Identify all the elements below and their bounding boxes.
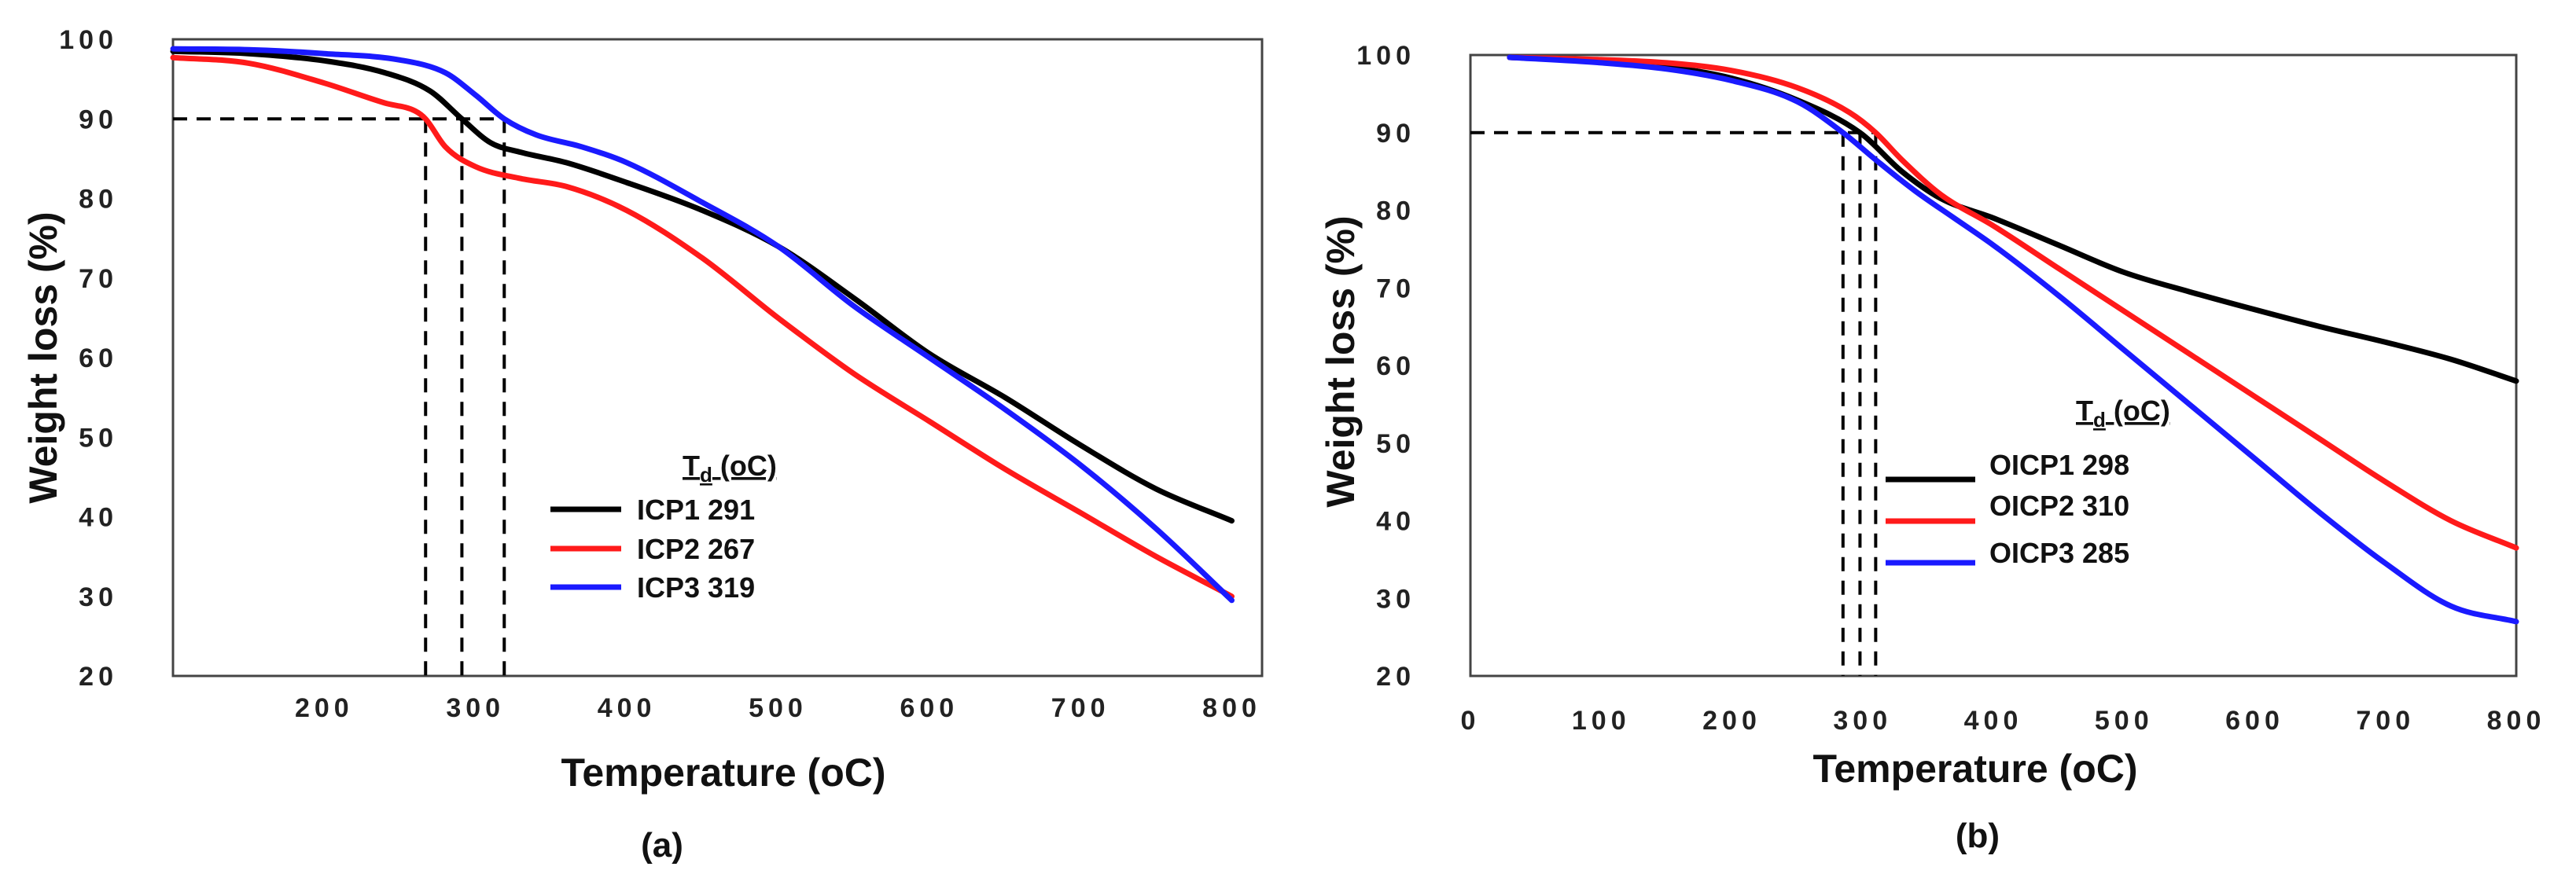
x-tick-label: 500 <box>2095 706 2154 736</box>
chart-panel-b: 20 30 40 50 60 70 80 90 100 0 100 200 300 400 500 600 7… <box>1319 41 2546 855</box>
x-tick-label: 800 <box>2487 706 2546 736</box>
y-tick-label: 100 <box>1356 41 1415 71</box>
legend-b: Td (oC) OICP1 298 OICP2 310 OICP3 285 <box>1886 395 2170 569</box>
y-tick-label: 60 <box>79 343 118 373</box>
y-tick-label: 50 <box>79 423 118 453</box>
x-tick-label: 400 <box>1964 706 2023 736</box>
x-tick-label: 700 <box>2356 706 2415 736</box>
series-line-icp2 <box>170 54 1235 600</box>
y-tick-label: 80 <box>1376 196 1415 226</box>
legend-label-icp2: ICP2 267 <box>637 533 755 565</box>
x-axis-title-b: Temperature (oC) <box>1812 747 2137 791</box>
legend-label-oicp3: OICP3 285 <box>1989 537 2129 569</box>
series-line-icp3 <box>170 46 1235 604</box>
x-tick-label: 200 <box>295 693 354 723</box>
y-tick-label: 90 <box>1376 119 1415 149</box>
x-tick-label: 100 <box>1572 706 1631 736</box>
y-tick-label: 90 <box>79 105 118 134</box>
x-tick-labels-b: 0 100 200 300 400 500 600 700 800 <box>1461 706 2546 736</box>
plot-frame-a <box>171 38 1264 678</box>
series-line-oicp3 <box>1507 54 2519 625</box>
y-tick-label: 20 <box>1376 662 1415 692</box>
x-tick-label: 400 <box>598 693 657 723</box>
legend-title-b: Td (oC) <box>2076 395 2170 431</box>
y-axis-title-b: Weight loss (%) <box>1319 215 1363 507</box>
series-line-oicp2 <box>1507 54 2519 551</box>
y-tick-label: 40 <box>1376 507 1415 537</box>
y-tick-label: 30 <box>1376 584 1415 614</box>
x-tick-label: 300 <box>1833 706 1892 736</box>
panel-label-a: (a) <box>641 826 683 865</box>
curves-b <box>1507 54 2519 625</box>
legend-label-icp1: ICP1 291 <box>637 494 755 526</box>
y-tick-label: 50 <box>1376 429 1415 459</box>
y-tick-label: 60 <box>1376 351 1415 381</box>
legend-label-oicp2: OICP2 310 <box>1989 490 2129 522</box>
x-tick-label: 500 <box>749 693 808 723</box>
plot-frame-b <box>1469 53 2518 678</box>
x-tick-label: 200 <box>1702 706 1761 736</box>
x-tick-label: 800 <box>1202 693 1261 723</box>
y-tick-label: 70 <box>1376 274 1415 303</box>
y-tick-labels-a: 20 30 40 50 60 70 80 90 100 <box>59 25 118 692</box>
y-tick-label: 30 <box>79 582 118 612</box>
x-axis-title-a: Temperature (oC) <box>561 751 885 795</box>
y-tick-label: 100 <box>59 25 118 55</box>
y-tick-label: 40 <box>79 503 118 533</box>
x-tick-label: 300 <box>446 693 505 723</box>
curves-a <box>170 46 1235 604</box>
x-tick-label: 600 <box>900 693 959 723</box>
y-axis-title-a: Weight loss (%) <box>21 211 65 503</box>
legend-a: Td (oC) ICP1 291 ICP2 267 ICP3 319 <box>550 450 777 604</box>
x-tick-label: 0 <box>1461 706 1481 736</box>
threshold-lines-b <box>1470 130 1878 676</box>
x-tick-labels-a: 200 300 400 500 600 700 800 <box>295 693 1261 723</box>
x-tick-label: 600 <box>2225 706 2284 736</box>
legend-label-oicp1: OICP1 298 <box>1989 449 2129 481</box>
series-line-oicp1 <box>1507 54 2519 384</box>
y-tick-label: 80 <box>79 185 118 215</box>
chart-panel-a: 20 30 40 50 60 70 80 90 100 200 300 400 500 600 700 80… <box>21 25 1264 865</box>
y-tick-label: 70 <box>79 264 118 294</box>
series-line-icp1 <box>170 48 1235 524</box>
panel-label-b: (b) <box>1956 817 2000 855</box>
legend-title-a: Td (oC) <box>683 450 777 487</box>
y-tick-labels-b: 20 30 40 50 60 70 80 90 100 <box>1356 41 1415 692</box>
threshold-lines-a <box>173 117 506 676</box>
x-tick-label: 700 <box>1051 693 1110 723</box>
y-tick-label: 20 <box>79 662 118 692</box>
legend-label-icp3: ICP3 319 <box>637 571 755 604</box>
